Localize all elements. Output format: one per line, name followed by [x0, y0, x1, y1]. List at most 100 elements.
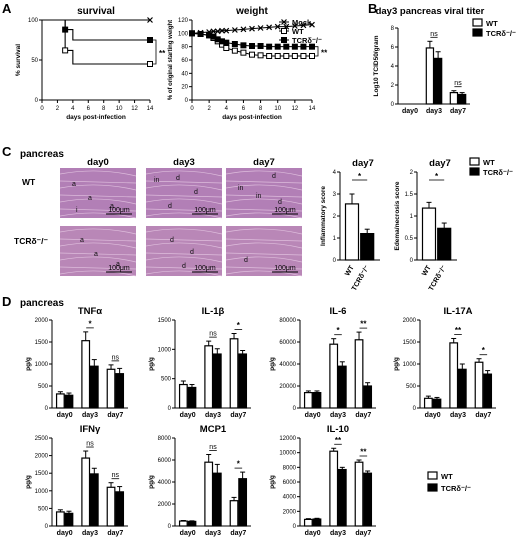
bar-wt-day3 — [449, 342, 459, 409]
tissue-texture — [145, 198, 223, 205]
tissue-texture — [225, 212, 303, 219]
weight-marker-mock — [300, 22, 307, 29]
panel-letter-c: C — [2, 144, 12, 159]
y-axis-label: pg/g — [393, 357, 400, 371]
legend-swatch-tcr — [469, 167, 480, 176]
y-tick-label: 40000 — [279, 362, 296, 368]
legend-label-tcr: TCRδ⁻/⁻ — [483, 168, 513, 177]
bar-wt-day3 — [81, 340, 91, 409]
tissue-texture — [145, 194, 223, 198]
bar-wt-day3 — [329, 450, 339, 527]
weight-marker-mock — [291, 23, 298, 29]
y-tick-label: 1000 — [35, 489, 49, 495]
weight-marker-tcr — [257, 43, 264, 49]
weight-marker-tcr — [240, 42, 247, 49]
y-tick-label: 2000 — [158, 502, 172, 508]
weight-marker-tcr — [274, 43, 281, 50]
histology-panel: pancreas WT TCRδ⁻/⁻ day0 day3 day7 a a a i 100μ… — [14, 149, 303, 277]
y-tick-label: 2500 — [35, 436, 49, 442]
bar-wt-day0 — [178, 383, 188, 409]
weight-marker-mock — [240, 26, 247, 33]
x-axis-label: days post-infection — [66, 114, 126, 121]
bar-wt-day0 — [55, 393, 65, 409]
bar-wt-day3 — [329, 343, 339, 409]
survival-marker-tcr — [147, 37, 153, 43]
bar-tcr-day0 — [187, 520, 197, 527]
y-tick-label: 0 — [168, 524, 172, 530]
y-tick-label: 6000 — [283, 480, 297, 486]
tissue-texture — [59, 252, 137, 256]
y-tick-label: 0 — [293, 524, 297, 530]
x-tick-label: 2 — [56, 106, 60, 112]
weight-marker-wt — [291, 53, 298, 59]
x-tick-label: 12 — [292, 106, 299, 112]
tissue-texture — [59, 242, 137, 249]
tissue-texture — [225, 270, 303, 277]
x-tick-label: day0 — [57, 530, 73, 537]
y-tick-label: 8 — [391, 26, 395, 32]
panel-letter-b: B — [368, 1, 377, 16]
sig-label: ** — [159, 49, 166, 58]
bar-tcr-day7 — [457, 93, 467, 105]
weight-marker-mock — [274, 23, 281, 30]
weight-marker-mock — [266, 24, 273, 31]
chart-title: day3 pancreas viral titer — [376, 6, 485, 17]
legend-wt-swatch — [427, 471, 438, 480]
sig-label: ns — [209, 444, 217, 451]
y-axis-label: pg/g — [148, 475, 155, 489]
y-tick-label: 0.5 — [405, 236, 414, 242]
y-tick-label: 80 — [181, 45, 188, 51]
tissue-texture — [145, 170, 223, 177]
row-label-tcr: TCRδ⁻/⁻ — [14, 236, 48, 246]
y-tick-label: 60000 — [279, 340, 296, 346]
survival-line-tcr — [42, 19, 150, 41]
bar-wt-day7 — [106, 486, 116, 527]
y-tick-label: 3 — [333, 192, 337, 198]
x-tick-label: 6 — [87, 106, 91, 112]
x-tick-label: day3 — [205, 530, 221, 537]
bar-tcr-day7 — [238, 478, 248, 527]
y-tick-label: 1500 — [35, 340, 49, 346]
y-tick-label: 1.5 — [405, 192, 414, 198]
legend-marker-wt — [281, 28, 287, 34]
x-tick-label: day3 — [82, 412, 98, 419]
bar-tcr — [360, 233, 375, 261]
y-tick-label: 2 — [410, 170, 414, 176]
y-tick-label: 120 — [178, 18, 189, 24]
y-tick-label: 0 — [333, 258, 337, 264]
panel-d-legend: WT TCRδ⁻/⁻ — [427, 471, 471, 493]
sig-label: * — [237, 321, 241, 330]
legend-tcr-swatch — [427, 483, 438, 492]
y-tick-label: 10000 — [279, 451, 296, 457]
tissue-texture — [225, 228, 303, 235]
y-tick-label: 0 — [45, 524, 49, 530]
x-tick-label: 8 — [102, 106, 106, 112]
bar-tcr — [437, 227, 452, 261]
bar-wt-day7 — [229, 338, 239, 409]
tissue-texture — [225, 208, 303, 212]
y-tick-label: 0 — [45, 406, 49, 412]
y-tick-label: 40 — [181, 71, 188, 77]
tissue-texture — [145, 238, 223, 242]
y-tick-label: 500 — [161, 377, 172, 383]
bar-wt-day3 — [81, 457, 91, 527]
y-tick-label: 1000 — [403, 362, 417, 368]
tissue-texture — [145, 228, 223, 235]
tissue-texture — [225, 266, 303, 270]
bar-tcr-day3 — [89, 365, 99, 409]
tissue-annotation: in — [154, 177, 160, 184]
bar-wt — [421, 207, 437, 261]
legend-tcr-label: TCRδ⁻/⁻ — [441, 484, 471, 493]
x-tick-label: day3 — [205, 412, 221, 419]
weight-marker-wt — [266, 53, 273, 59]
x-tick-label: 2 — [207, 106, 211, 112]
weight-marker-wt — [257, 52, 264, 59]
y-axis-label: pg/g — [269, 475, 276, 489]
x-tick-label: day0 — [305, 412, 321, 419]
tissue-annotation: d — [182, 263, 186, 270]
tissue-texture — [59, 256, 137, 263]
bar-tcr-day7 — [238, 353, 248, 409]
x-tick-label: day0 — [180, 530, 196, 537]
